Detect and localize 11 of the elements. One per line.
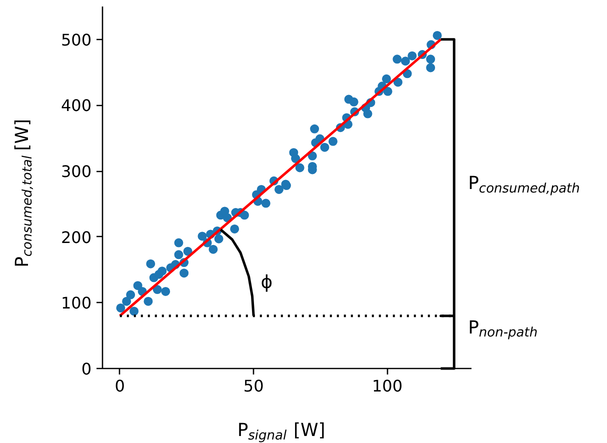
x-tick-label: 100 [372,376,403,396]
x-tick-label: 0 [114,376,125,396]
y-tick-label: 200 [60,228,92,247]
y-tick-label: 300 [60,162,92,182]
y-tick-label: 500 [60,30,92,50]
y-tick-label: 400 [60,96,92,116]
y-axis-title: Pconsumed,total [W] [12,118,36,268]
x-tick-label: 50 [243,376,264,396]
y-tick-label: 100 [60,294,92,313]
y-tick-label: 0 [81,360,92,378]
annotation: ϕ [260,272,273,293]
